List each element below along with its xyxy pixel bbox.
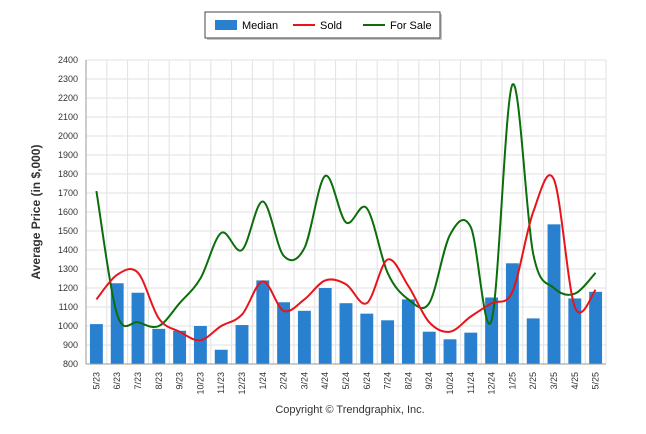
x-tick-label: 9/24	[424, 372, 434, 390]
median-bar	[131, 292, 145, 364]
legend-label-sold: Sold	[320, 20, 342, 32]
y-tick-label: 2100	[58, 112, 78, 122]
y-tick-label: 1900	[58, 150, 78, 160]
x-tick-label: 2/24	[279, 372, 289, 390]
x-tick-label: 10/23	[195, 372, 205, 395]
legend-swatch-median	[215, 20, 237, 30]
x-tick-label: 6/24	[362, 372, 372, 390]
x-tick-label: 3/25	[549, 372, 559, 390]
median-bar	[277, 302, 291, 364]
x-tick-label: 12/24	[487, 372, 497, 395]
median-bar	[318, 288, 332, 364]
median-bar	[464, 332, 478, 364]
median-bar	[401, 299, 415, 364]
median-bar	[256, 280, 270, 364]
median-bar	[547, 224, 561, 364]
x-tick-label: 2/25	[528, 372, 538, 390]
legend-box	[204, 11, 441, 39]
axes-layer: 800 900 1000 1100 1200 1300 1400 1500 1600 1700 18…	[58, 55, 606, 395]
median-bar	[505, 263, 519, 364]
median-bar	[193, 326, 207, 364]
x-tick-label: 7/24	[383, 372, 393, 390]
x-tick-label: 6/23	[112, 372, 122, 390]
y-tick-label: 2300	[58, 74, 78, 84]
x-tick-label: 8/23	[154, 372, 164, 390]
median-bar	[173, 330, 187, 364]
median-bar	[89, 324, 103, 364]
y-tick-label: 2200	[58, 93, 78, 103]
legend: Median Sold For Sale	[204, 11, 442, 40]
sold-line	[95, 174, 597, 342]
x-tick-label: 9/23	[175, 372, 185, 390]
median-bar	[297, 310, 311, 364]
y-tick-label: 1600	[58, 207, 78, 217]
median-bar	[568, 298, 582, 364]
y-tick-label: 1300	[58, 264, 78, 274]
median-bar	[214, 349, 228, 364]
median-bar	[339, 303, 353, 364]
x-tick-label: 12/23	[237, 372, 247, 395]
legend-label-for-sale: For Sale	[390, 20, 432, 32]
legend-label-median: Median	[242, 20, 278, 32]
y-tick-label: 1000	[58, 321, 78, 331]
y-tick-label: 1500	[58, 226, 78, 236]
x-tick-label: 4/24	[320, 372, 330, 390]
x-tick-label: 5/24	[341, 372, 351, 390]
median-bar	[235, 325, 249, 364]
x-tick-label: 3/24	[299, 372, 309, 390]
x-tick-label: 4/25	[570, 372, 580, 390]
y-tick-label: 1100	[59, 302, 78, 312]
x-tick-label: 11/24	[466, 372, 476, 394]
y-tick-label: 1800	[58, 169, 78, 179]
x-tick-label: 10/24	[445, 372, 455, 395]
x-tick-label: 5/23	[91, 372, 101, 390]
y-tick-label: 800	[63, 359, 78, 369]
x-tick-label: 8/24	[403, 372, 413, 390]
y-tick-label: 2400	[58, 55, 78, 65]
median-bar	[485, 297, 499, 364]
x-tick-label: 11/23	[216, 372, 226, 394]
x-tick-label: 7/23	[133, 372, 143, 390]
y-tick-label: 1700	[58, 188, 78, 198]
bars-layer	[89, 224, 603, 364]
y-tick-label: 1200	[58, 283, 78, 293]
median-bar	[360, 313, 374, 364]
for-sale-line	[95, 83, 597, 329]
y-tick-label: 900	[63, 340, 78, 350]
copyright-text: Copyright © Trendgraphix, Inc.	[275, 404, 424, 416]
median-bar	[152, 328, 166, 364]
x-tick-label: 1/24	[258, 372, 268, 390]
x-tick-label: 1/25	[507, 372, 517, 390]
median-bar	[526, 318, 540, 364]
median-bar	[422, 331, 436, 364]
median-bar	[381, 320, 395, 364]
y-axis-label: Average Price (in $,000)	[29, 145, 43, 280]
median-bar	[589, 291, 603, 364]
y-tick-label: 1400	[58, 245, 78, 255]
median-bar	[443, 339, 457, 364]
y-tick-label: 2000	[58, 131, 78, 141]
x-tick-label: 5/25	[591, 372, 601, 390]
lines-layer	[95, 83, 597, 342]
